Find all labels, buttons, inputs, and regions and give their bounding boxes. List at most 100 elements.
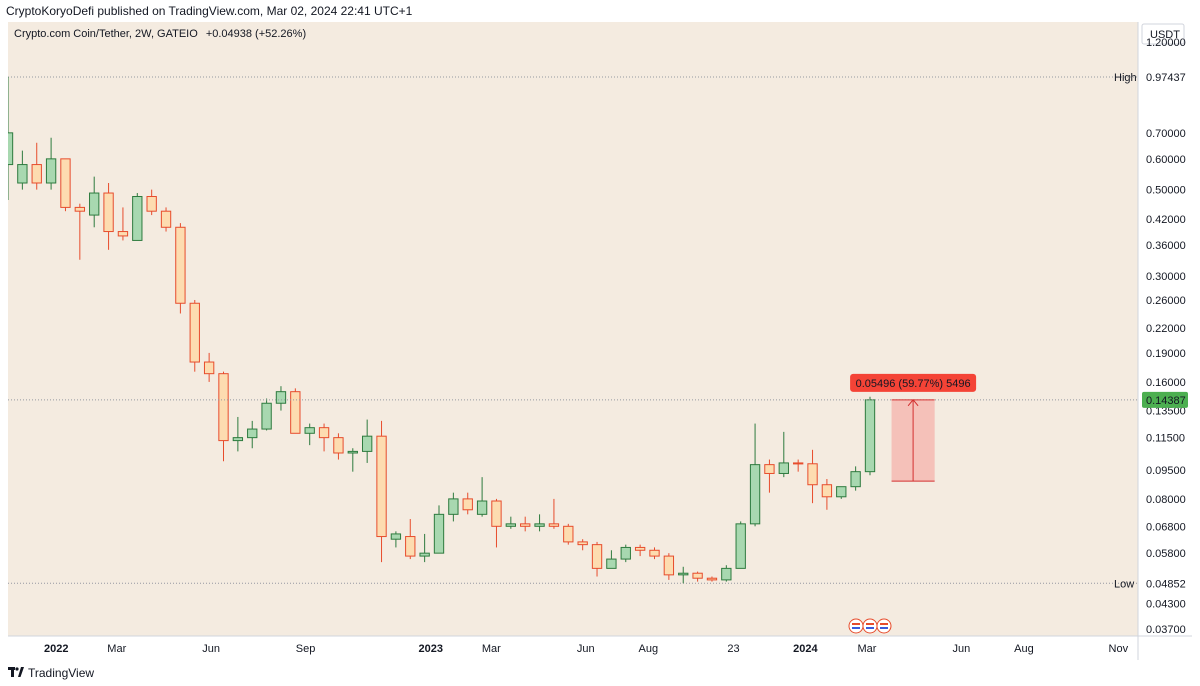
currency-box[interactable] [1141, 23, 1185, 45]
chart-change: +0.04938 (+52.26%) [206, 28, 306, 40]
y-tick-label: 0.26000 [1146, 295, 1186, 307]
y-tick-label: 0.36000 [1146, 240, 1186, 252]
candle-body[interactable] [476, 500, 488, 515]
y-tick-label: 0.42000 [1146, 214, 1186, 226]
candle-body[interactable] [31, 164, 42, 184]
y-tick-label: 0.60000 [1146, 154, 1186, 166]
candle-body[interactable] [520, 523, 531, 527]
reference-value-badge [1142, 69, 1188, 86]
x-tick-label: Aug [639, 643, 659, 655]
candle-body[interactable] [706, 577, 718, 581]
candle-body[interactable] [634, 546, 646, 551]
reference-value-label: 0.97437 [1146, 72, 1186, 84]
y-tick-label: 0.13500 [1146, 406, 1186, 418]
candle-body[interactable] [850, 471, 861, 488]
measure-label: 0.05496 (59.77%) 5496 [856, 378, 971, 390]
y-tick-label: 1.20000 [1146, 37, 1186, 49]
reference-label-high: High [1114, 72, 1137, 84]
candle-body[interactable] [433, 513, 445, 554]
candle-body[interactable] [721, 567, 732, 581]
candle-body[interactable] [749, 464, 761, 525]
candle-body[interactable] [275, 391, 287, 404]
candle-body[interactable] [764, 464, 775, 474]
candle-body[interactable] [247, 428, 258, 439]
x-tick-label: Mar [482, 643, 501, 655]
candle-body[interactable] [103, 192, 114, 233]
candle-body[interactable] [347, 450, 358, 454]
candle-body[interactable] [74, 206, 86, 212]
candle-body[interactable] [778, 462, 789, 474]
y-tick-label: 0.05800 [1146, 548, 1186, 560]
candle-body[interactable] [117, 231, 129, 237]
candle-body[interactable] [218, 373, 229, 442]
candle-body[interactable] [792, 462, 804, 465]
candle-body[interactable] [505, 523, 517, 527]
event-flag-icon[interactable] [862, 618, 878, 634]
candle-body[interactable] [376, 435, 387, 538]
x-tick-label: 2024 [793, 643, 818, 655]
candle-body[interactable] [175, 226, 186, 304]
candle-body[interactable] [448, 498, 459, 515]
candle-body[interactable] [735, 523, 746, 569]
candle-body[interactable] [462, 498, 473, 511]
y-tick-label: 0.30000 [1146, 271, 1186, 283]
candle-body[interactable] [304, 427, 315, 434]
x-tick-label: 23 [727, 643, 739, 655]
x-tick-label: Nov [1109, 643, 1129, 655]
candle-body[interactable] [189, 302, 200, 363]
event-flag-icon[interactable] [848, 618, 864, 634]
candle-body[interactable] [491, 500, 502, 527]
candle-body[interactable] [649, 549, 660, 557]
candle-body[interactable] [591, 544, 603, 569]
last-price-label: 0.14387 [1146, 395, 1186, 407]
candle-body[interactable] [60, 158, 71, 208]
candle-body[interactable] [405, 536, 416, 557]
candle-body[interactable] [678, 572, 689, 576]
candle-body[interactable] [17, 164, 28, 184]
y-tick-label: 0.03700 [1146, 624, 1186, 636]
x-tick-label: 2023 [419, 643, 443, 655]
reference-value-badge [1142, 575, 1188, 592]
candle-body[interactable] [548, 523, 560, 527]
candle-body[interactable] [160, 210, 172, 228]
x-tick-label: 2022 [44, 643, 68, 655]
candle-body[interactable] [232, 437, 244, 442]
event-flag-stripe [866, 623, 874, 625]
candlestick-chart[interactable]: USDT Crypto.com Coin/Tether, 2W, GATEIO +0… [8, 22, 1192, 660]
candle-body[interactable] [821, 484, 833, 498]
candle-body[interactable] [261, 402, 272, 430]
event-flag-stripe [866, 627, 874, 629]
y-tick-label: 0.11500 [1146, 433, 1185, 445]
candle-body[interactable] [8, 132, 14, 166]
candle-body[interactable] [390, 533, 402, 540]
candle-body[interactable] [132, 196, 143, 241]
candle-body[interactable] [663, 555, 675, 576]
y-tick-label: 0.22000 [1146, 323, 1186, 335]
candle-body[interactable] [419, 552, 430, 557]
publish-info: CryptoKoryoDefi published on TradingView… [6, 4, 413, 18]
candle-body[interactable] [89, 192, 100, 216]
candle-body[interactable] [45, 158, 57, 184]
candle-body[interactable] [692, 572, 703, 579]
measure-label-box [850, 373, 977, 392]
candle-body[interactable] [620, 546, 631, 560]
candle-body[interactable] [836, 486, 847, 498]
candle-body[interactable] [807, 463, 818, 486]
x-tick-label: Jun [952, 643, 970, 655]
candle-body[interactable] [606, 558, 617, 569]
candle-body[interactable] [577, 541, 588, 546]
y-tick-label: 0.70000 [1146, 128, 1186, 140]
candle-body[interactable] [318, 427, 330, 439]
y-tick-label: 0.50000 [1146, 185, 1186, 197]
candle-body[interactable] [333, 437, 344, 454]
candle-body[interactable] [864, 399, 876, 473]
candle-body[interactable] [203, 361, 215, 375]
y-tick-label: 0.06800 [1146, 521, 1186, 533]
candle-body[interactable] [534, 523, 545, 527]
candle-body[interactable] [563, 525, 574, 543]
candle-body[interactable] [290, 391, 301, 434]
x-tick-label: Sep [296, 643, 316, 655]
candle-body[interactable] [361, 435, 373, 452]
candle-body[interactable] [146, 196, 157, 212]
event-flag-icon[interactable] [876, 618, 892, 634]
